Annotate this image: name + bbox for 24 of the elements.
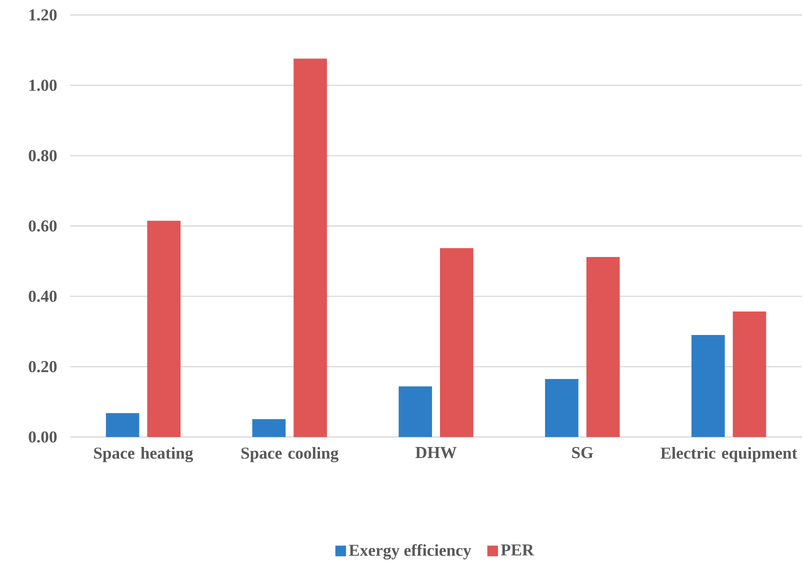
x-tick-label: SG (572, 447, 594, 458)
x-tick-label: Space cooling (241, 447, 339, 462)
bar (545, 378, 578, 437)
bar (147, 220, 181, 437)
bar (586, 256, 620, 437)
y-tick-label: 0.20 (28, 361, 57, 372)
bar (732, 311, 766, 437)
y-tick-label: 0.40 (28, 290, 57, 302)
legend-label: PER (500, 544, 534, 556)
x-tick-label: Space heating (94, 447, 194, 462)
bar (691, 335, 725, 437)
bar (252, 419, 286, 437)
y-tick-label: 0.00 (28, 431, 57, 443)
y-tick-label: 1.00 (29, 80, 57, 91)
legend-label: Exergy efficiency (348, 544, 472, 560)
x-tick-label: Electric equipment (660, 447, 798, 462)
bar (294, 58, 327, 437)
bar (398, 386, 432, 437)
x-tick-label: DHW (415, 447, 457, 458)
y-tick-label: 1.20 (29, 9, 57, 21)
bar (106, 413, 140, 437)
y-tick-label: 0.80 (28, 150, 57, 162)
bar (440, 248, 474, 437)
y-tick-label: 0.60 (28, 220, 57, 232)
